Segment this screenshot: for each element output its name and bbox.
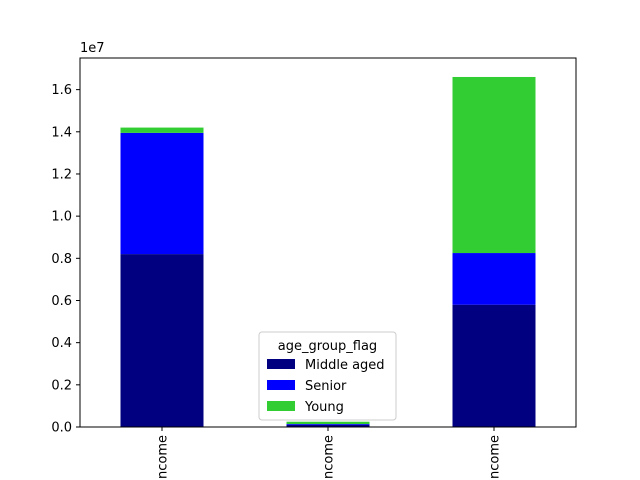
y-tick-label: 0.2	[51, 378, 72, 393]
bars-layer	[120, 76, 536, 427]
y-tick-label: 1.0	[51, 210, 72, 225]
bar-senior-1	[120, 132, 204, 255]
bar-middle-aged-3	[452, 304, 536, 427]
bar-young-2	[286, 421, 370, 425]
y-axis: 0.0 0.2 0.4 0.6 0.8 1.0 1.2 1.4 1.6	[51, 83, 80, 436]
bar-young-1	[120, 127, 204, 133]
y-tick-label: 1.6	[51, 83, 72, 98]
bar-middle-aged-2	[286, 424, 370, 427]
legend-swatch-middle-aged	[267, 359, 295, 369]
y-offset-text: 1e7	[80, 41, 105, 56]
bar-young-3	[452, 76, 536, 254]
x-tick-label: ncome	[156, 435, 171, 479]
legend-swatch-young	[267, 401, 295, 411]
x-tick-label: ncome	[488, 435, 503, 479]
y-tick-label: 0.4	[51, 336, 72, 351]
legend: age_group_flag Middle aged Senior Young	[258, 331, 397, 421]
y-tick-label: 1.4	[51, 125, 72, 140]
bar-middle-aged-1	[120, 254, 204, 427]
bar-senior-3	[452, 253, 536, 305]
x-tick-label: ncome	[322, 435, 337, 479]
y-tick-label: 0.6	[51, 294, 72, 309]
bar-senior-2	[286, 424, 370, 425]
legend-title: age_group_flag	[278, 339, 377, 354]
legend-label-middle-aged: Middle aged	[305, 358, 385, 373]
legend-frame	[258, 331, 397, 421]
legend-label-senior: Senior	[305, 379, 347, 394]
legend-swatch-senior	[267, 380, 295, 390]
x-axis: ncome ncome ncome	[156, 427, 503, 479]
y-tick-label: 0.0	[51, 421, 72, 436]
legend-label-young: Young	[304, 400, 344, 415]
y-tick-label: 0.8	[51, 252, 72, 267]
y-tick-label: 1.2	[51, 167, 72, 182]
